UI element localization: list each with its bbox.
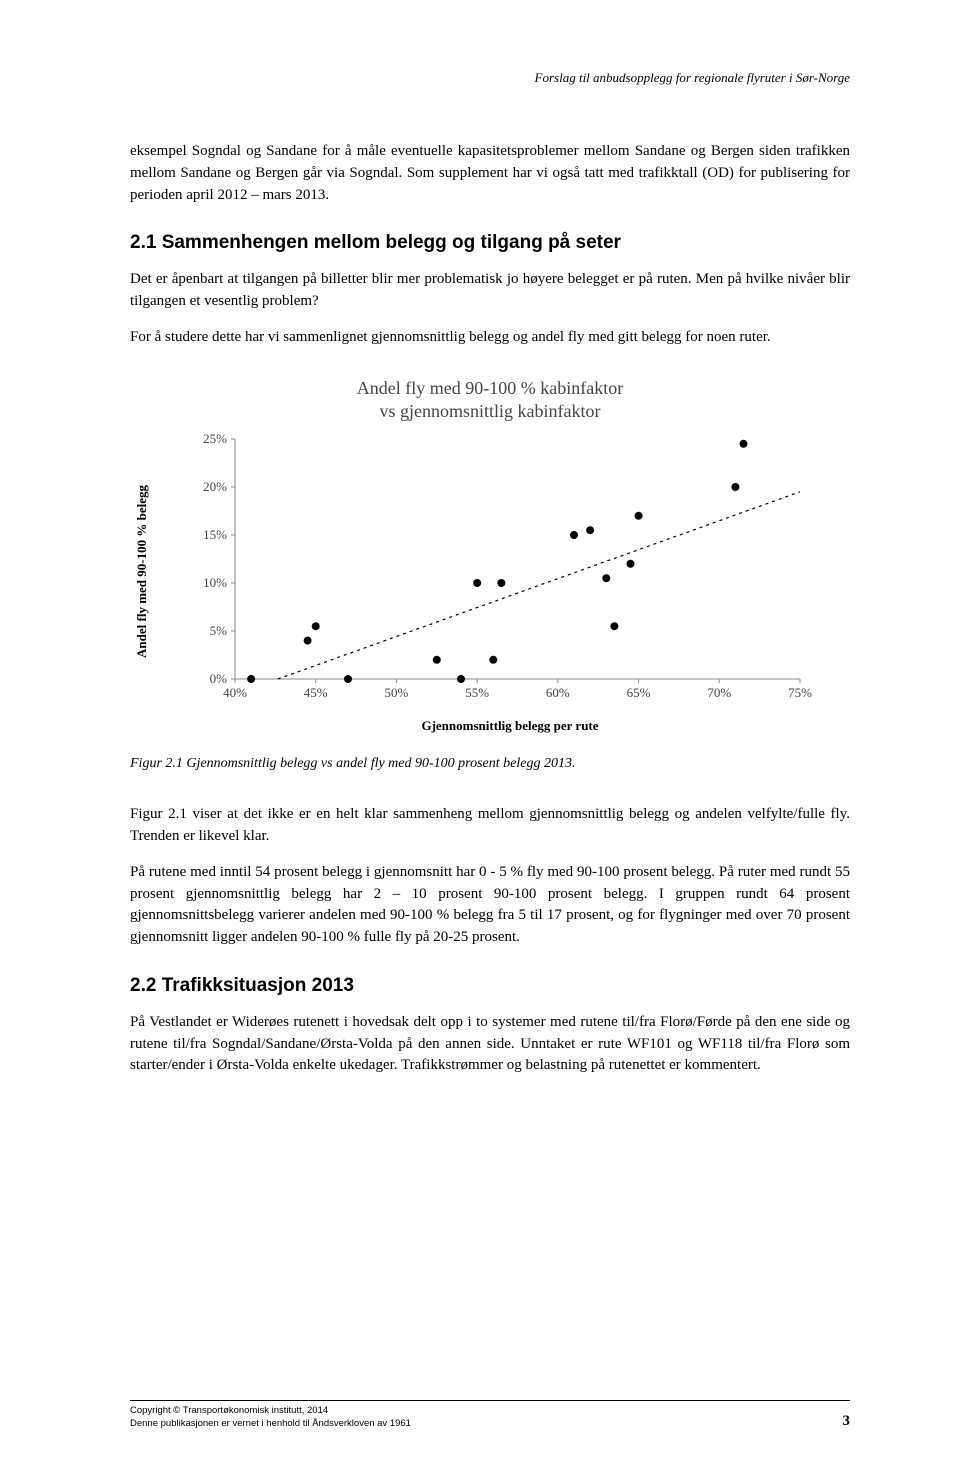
svg-text:50%: 50% — [385, 685, 409, 700]
svg-text:15%: 15% — [203, 527, 227, 542]
chart-title-line2: vs gjennomsnittlig kabinfaktor — [380, 401, 601, 421]
svg-text:0%: 0% — [210, 671, 228, 686]
footer-license: Denne publikasjonen er vernet i henhold … — [130, 1418, 411, 1431]
page-footer: Copyright © Transportøkonomisk institutt… — [130, 1400, 850, 1431]
paragraph-3: For å studere dette har vi sammenlignet … — [130, 327, 850, 349]
page-number: 3 — [843, 1411, 851, 1431]
svg-text:40%: 40% — [223, 685, 247, 700]
section-2-1-heading: 2.1 Sammenhengen mellom belegg og tilgan… — [130, 232, 850, 254]
chart-title: Andel fly med 90-100 % kabinfaktor vs gj… — [130, 377, 850, 424]
svg-text:65%: 65% — [627, 685, 651, 700]
footer-copyright: Copyright © Transportøkonomisk institutt… — [130, 1405, 411, 1418]
svg-text:70%: 70% — [707, 685, 731, 700]
svg-text:55%: 55% — [465, 685, 489, 700]
chart-y-axis-label: Andel fly med 90-100 % belegg — [130, 485, 150, 658]
chart-container: Andel fly med 90-100 % belegg 0% 5% 10% 15%… — [130, 429, 850, 714]
figure-caption: Figur 2.1 Gjennomsnittlig belegg vs ande… — [130, 756, 850, 772]
chart-title-line1: Andel fly med 90-100 % kabinfaktor — [357, 378, 623, 398]
svg-text:45%: 45% — [304, 685, 328, 700]
running-header: Forslag til anbudsopplegg for regionale … — [130, 70, 850, 86]
svg-text:5%: 5% — [210, 623, 228, 638]
svg-text:60%: 60% — [546, 685, 570, 700]
paragraph-5: På rutene med inntil 54 prosent belegg i… — [130, 862, 850, 949]
svg-text:25%: 25% — [203, 431, 227, 446]
chart-x-axis-label: Gjennomsnittlig belegg per rute — [170, 718, 850, 734]
section-2-2-heading: 2.2 Trafikksituasjon 2013 — [130, 975, 850, 997]
paragraph-2: Det er åpenbart at tilgangen på billette… — [130, 269, 850, 313]
svg-text:75%: 75% — [788, 685, 812, 700]
paragraph-4: Figur 2.1 viser at det ikke er en helt k… — [130, 804, 850, 848]
scatter-chart: 0% 5% 10% 15% 20% 25% 40% 45% 50% 55% 60% 65% 70% 75% — [150, 429, 850, 709]
page: Forslag til anbudsopplegg for regionale … — [0, 0, 960, 1459]
svg-text:20%: 20% — [203, 479, 227, 494]
paragraph-1: eksempel Sogndal og Sandane for å måle e… — [130, 141, 850, 206]
svg-text:10%: 10% — [203, 575, 227, 590]
paragraph-6: På Vestlandet er Widerøes rutenett i hov… — [130, 1012, 850, 1077]
